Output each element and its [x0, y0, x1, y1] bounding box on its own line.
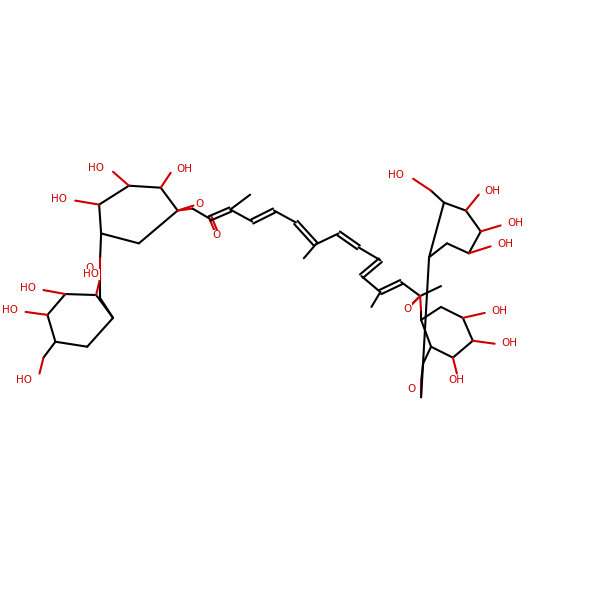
Text: HO: HO	[83, 269, 99, 279]
Text: OH: OH	[497, 239, 514, 250]
Text: HO: HO	[388, 170, 404, 180]
Text: O: O	[196, 199, 204, 209]
Text: HO: HO	[2, 305, 17, 315]
Text: OH: OH	[491, 306, 508, 316]
Text: HO: HO	[16, 374, 32, 385]
Text: OH: OH	[485, 185, 501, 196]
Text: HO: HO	[20, 283, 35, 293]
Text: O: O	[212, 230, 221, 241]
Text: O: O	[85, 263, 93, 273]
Text: O: O	[403, 304, 412, 314]
Text: OH: OH	[448, 376, 464, 385]
Text: HO: HO	[88, 163, 104, 173]
Text: OH: OH	[508, 218, 524, 229]
Text: HO: HO	[52, 194, 67, 203]
Text: O: O	[407, 385, 415, 394]
Text: OH: OH	[176, 164, 193, 174]
Text: OH: OH	[502, 338, 518, 348]
